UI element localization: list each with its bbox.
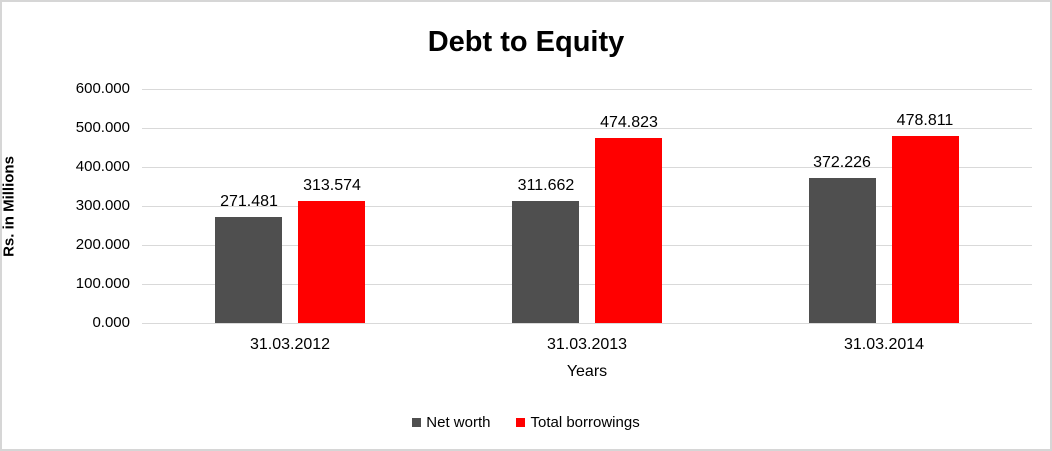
- y-tick-label: 500.000: [75, 119, 130, 136]
- gridline: [142, 284, 1032, 285]
- y-tick-label: 200.000: [75, 236, 130, 253]
- bar-value-label: 313.574: [303, 177, 361, 194]
- y-tick-label: 600.000: [75, 80, 130, 97]
- bar-net-worth: [809, 178, 876, 323]
- gridline: [142, 89, 1032, 90]
- gridline: [142, 128, 1032, 129]
- x-tick-label: 31.03.2012: [249, 336, 331, 353]
- legend-item-net-worth: Net worth: [412, 414, 490, 431]
- bar-net-worth: [215, 217, 282, 323]
- legend-label: Total borrowings: [530, 414, 640, 431]
- chart-title: Debt to Equity: [427, 26, 625, 58]
- legend: Net worth Total borrowings: [2, 414, 1050, 431]
- bar-value-label: 311.662: [517, 177, 575, 194]
- y-tick-label: 400.000: [75, 158, 130, 175]
- x-tick-label: 31.03.2013: [546, 336, 628, 353]
- legend-label: Net worth: [426, 414, 491, 431]
- legend-marker-icon: [516, 418, 526, 427]
- bar-total-borrowings: [298, 201, 365, 323]
- gridline: [142, 167, 1032, 168]
- bar-total-borrowings: [595, 138, 662, 323]
- gridline: [142, 206, 1032, 207]
- bar-total-borrowings: [892, 136, 959, 323]
- legend-marker-icon: [412, 418, 422, 427]
- bar-net-worth: [512, 201, 579, 323]
- x-axis-title: Years: [566, 363, 608, 380]
- x-tick-label: 31.03.2014: [843, 336, 925, 353]
- gridline: [142, 323, 1032, 324]
- bar-value-label: 372.226: [813, 154, 871, 171]
- legend-item-total-borrowings: Total borrowings: [516, 414, 640, 431]
- y-tick-label: 300.000: [75, 197, 130, 214]
- gridline: [142, 245, 1032, 246]
- y-tick-label: 100.000: [75, 275, 130, 292]
- bar-value-label: 474.823: [600, 114, 658, 131]
- bar-value-label: 478.811: [896, 112, 954, 129]
- bar-value-label: 271.481: [220, 193, 278, 210]
- y-tick-label: 0.000: [92, 314, 130, 331]
